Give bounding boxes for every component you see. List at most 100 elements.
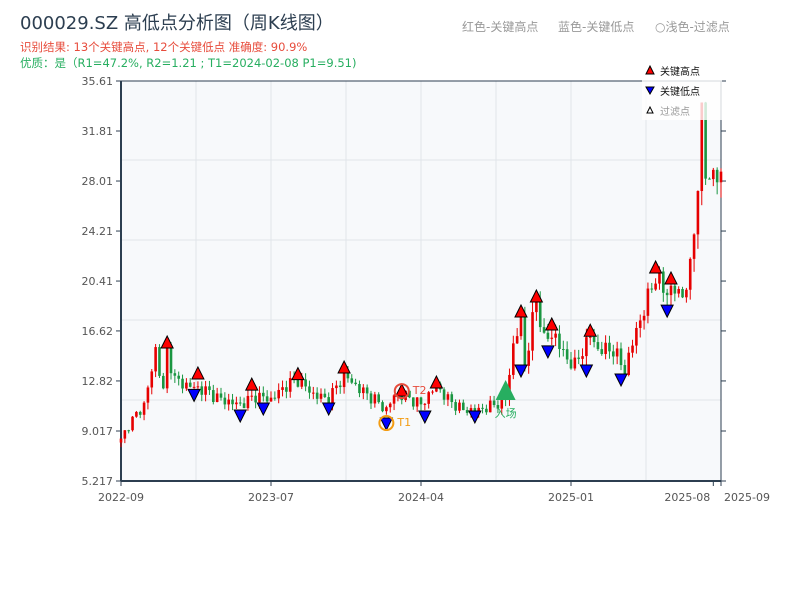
candle-body bbox=[354, 382, 357, 385]
candle-body bbox=[715, 169, 719, 183]
candle-body bbox=[419, 397, 423, 405]
candle-body bbox=[338, 385, 342, 388]
candle-body bbox=[169, 345, 173, 374]
candle-body bbox=[542, 327, 546, 333]
candle-body bbox=[308, 386, 311, 393]
candle-body bbox=[254, 395, 257, 403]
candle-body bbox=[708, 178, 711, 180]
candle-body bbox=[188, 382, 192, 387]
candle-body bbox=[377, 394, 380, 403]
x-tick-label: 2025-09 bbox=[724, 491, 770, 504]
key-high-marker bbox=[160, 334, 174, 349]
legend-low-icon bbox=[645, 86, 655, 96]
candle-body bbox=[154, 347, 157, 372]
y-tick-label: 35.61 bbox=[82, 75, 114, 88]
candle-body bbox=[627, 352, 630, 375]
candle-body bbox=[312, 392, 315, 394]
candle-body bbox=[446, 394, 450, 400]
candle-body bbox=[327, 397, 330, 406]
key-low-marker bbox=[660, 304, 674, 319]
chart-title: 000029.SZ 高低点分析图（周K线图） bbox=[20, 13, 334, 34]
candle-body bbox=[523, 314, 527, 366]
candle-body bbox=[481, 407, 484, 409]
key-low-marker bbox=[418, 410, 432, 425]
candle-body bbox=[538, 300, 542, 328]
candle-body bbox=[535, 300, 538, 313]
legend-high-label: 关键高点 bbox=[660, 65, 700, 78]
candle-body bbox=[665, 292, 669, 296]
candle-body bbox=[427, 392, 430, 404]
candle-body bbox=[215, 393, 219, 402]
hint-blue: 蓝色-关键低点 bbox=[558, 20, 635, 34]
candle-body bbox=[592, 336, 596, 343]
candle-body bbox=[408, 390, 411, 398]
candle-body bbox=[492, 400, 496, 406]
candle-body bbox=[319, 393, 323, 399]
candle-body bbox=[565, 349, 569, 360]
candle-body bbox=[573, 357, 577, 369]
candle-body bbox=[135, 411, 138, 417]
candle-body bbox=[369, 393, 373, 404]
candle-body bbox=[696, 191, 700, 235]
y-tick-label: 24.21 bbox=[82, 225, 114, 238]
candle-body bbox=[208, 386, 211, 391]
candle-body bbox=[581, 356, 584, 359]
y-tick-label: 5.217 bbox=[82, 475, 114, 488]
candle-body bbox=[323, 393, 327, 398]
candle-body bbox=[258, 392, 261, 403]
candle-body bbox=[204, 386, 207, 395]
t2-label: T2 bbox=[412, 384, 427, 397]
x-tick-label: 2025-08 bbox=[664, 491, 710, 504]
candle-body bbox=[685, 289, 688, 298]
candle-body bbox=[608, 342, 611, 352]
candle-body bbox=[385, 407, 388, 412]
candle-body bbox=[273, 397, 277, 399]
candle-body bbox=[688, 258, 692, 290]
candle-body bbox=[527, 350, 530, 366]
candle-body bbox=[138, 411, 142, 415]
candle-body bbox=[615, 348, 619, 357]
candle-body bbox=[508, 374, 511, 400]
t1-circle bbox=[378, 415, 395, 432]
legend-filtered-label: 过滤点 bbox=[660, 105, 690, 118]
candle-body bbox=[212, 390, 215, 402]
hint-filtered: ○浅色-过滤点 bbox=[655, 20, 730, 34]
x-tick-label: 2025-01 bbox=[548, 491, 594, 504]
candle-body bbox=[200, 386, 204, 395]
key-high-marker bbox=[394, 382, 409, 397]
key-high-marker bbox=[244, 377, 259, 391]
candle-body bbox=[458, 402, 461, 411]
candle-body bbox=[388, 403, 392, 408]
candle-body bbox=[692, 234, 696, 259]
candle-body bbox=[173, 373, 177, 376]
candle-body bbox=[631, 345, 634, 353]
candle-body bbox=[373, 394, 377, 404]
candle-body bbox=[150, 371, 154, 388]
key-high-marker bbox=[648, 259, 663, 274]
x-tick-label: 2024-04 bbox=[398, 491, 444, 504]
candle-body bbox=[654, 283, 657, 290]
candle-body bbox=[123, 430, 127, 439]
y-tick-label: 16.62 bbox=[82, 325, 114, 338]
hint-red: 红色-关键高点 bbox=[462, 20, 539, 34]
quality-text: 优质：是（R1=47.2%, R2=1.21 ; T1=2024-02-08 P… bbox=[20, 56, 357, 70]
candle-body bbox=[677, 289, 680, 294]
candle-body bbox=[269, 397, 273, 402]
legend-high-icon bbox=[645, 64, 655, 75]
candle-body bbox=[442, 389, 446, 400]
candle-body bbox=[412, 397, 415, 407]
entry-marker bbox=[495, 379, 516, 400]
candle-body bbox=[681, 289, 684, 298]
candle-body bbox=[519, 314, 523, 337]
key-low-marker bbox=[614, 373, 628, 388]
key-high-marker bbox=[429, 374, 444, 389]
candle-body bbox=[635, 327, 638, 346]
candle-body bbox=[623, 365, 627, 375]
candle-body bbox=[146, 387, 150, 403]
summary-text: 识别结果: 13个关键高点, 12个关键低点 准确度: 90.9% bbox=[20, 40, 308, 54]
t2-circle bbox=[393, 383, 410, 400]
key-low-marker bbox=[579, 364, 594, 379]
candle-body bbox=[669, 285, 673, 296]
candle-body bbox=[392, 395, 396, 404]
